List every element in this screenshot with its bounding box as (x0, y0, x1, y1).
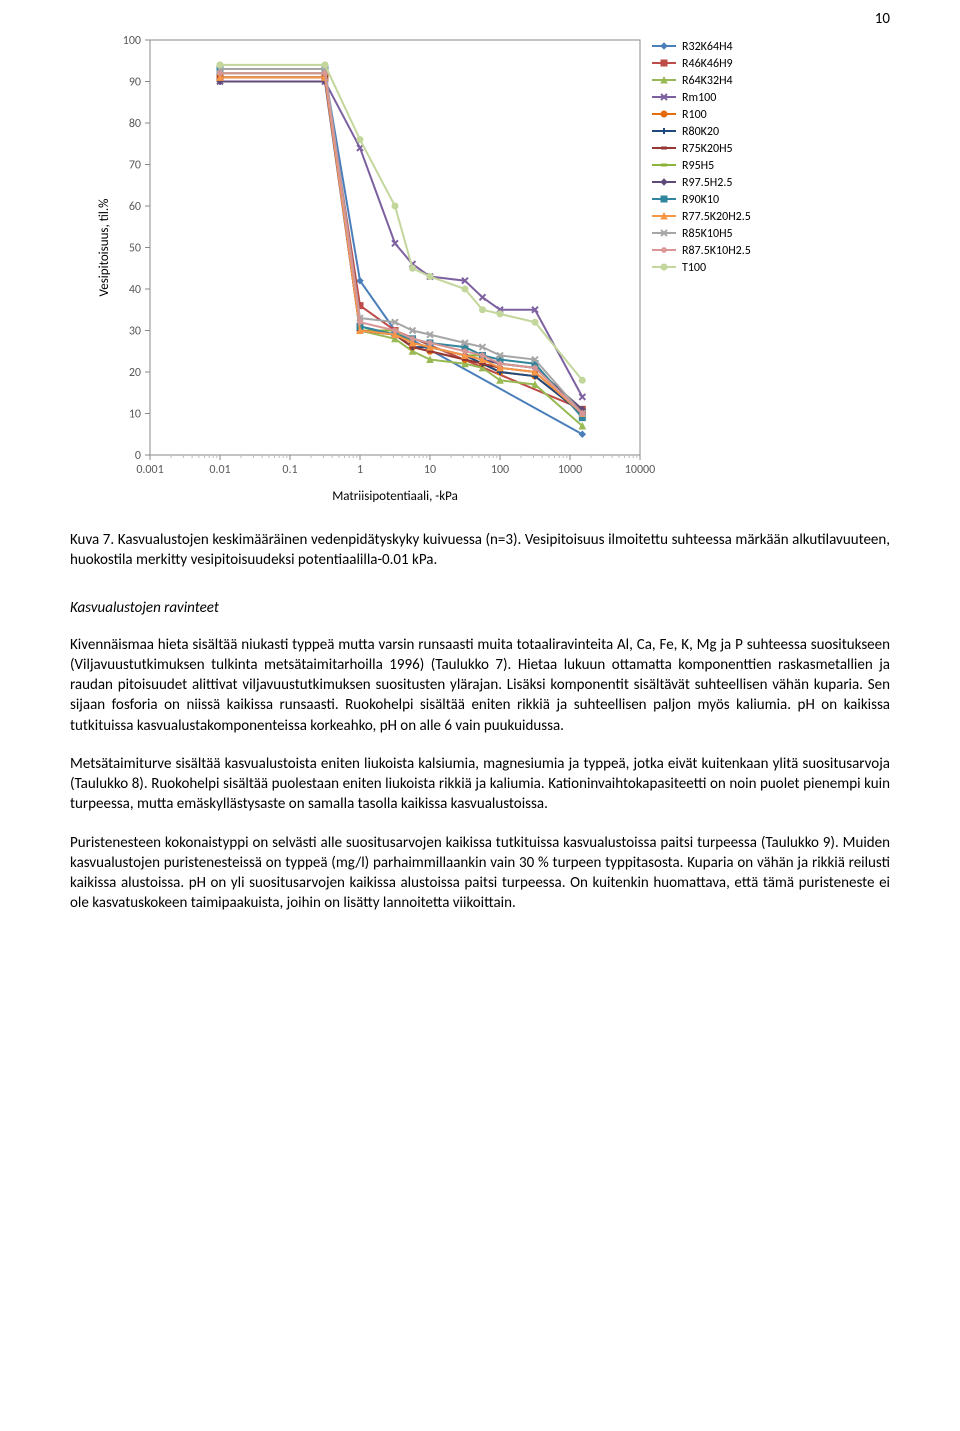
caption-label: Kuva 7. (70, 531, 114, 549)
svg-text:T100: T100 (682, 261, 706, 275)
paragraph-2: Metsätaimiturve sisältää kasvualustoista… (70, 754, 890, 815)
svg-text:1000: 1000 (558, 463, 582, 477)
svg-text:0: 0 (135, 449, 141, 463)
svg-text:Vesipitoisuus, til.%: Vesipitoisuus, til.% (97, 199, 112, 297)
paragraph-1: Kivennäismaa hieta sisältää niukasti typ… (70, 635, 890, 736)
chart-container: 0 10 20 30 40 50 60 70 80 90 100 0.001 0.01 0.1 1 10 100… (90, 30, 810, 510)
svg-text:R75K20H5: R75K20H5 (682, 142, 733, 156)
svg-text:10: 10 (129, 408, 141, 422)
svg-text:R97.5H2.5: R97.5H2.5 (682, 176, 732, 190)
svg-text:10: 10 (424, 463, 436, 477)
svg-text:1: 1 (357, 463, 363, 477)
svg-text:0.001: 0.001 (136, 463, 163, 477)
svg-text:100: 100 (123, 34, 141, 48)
svg-text:70: 70 (129, 159, 141, 173)
svg-text:Matriisipotentiaali, -kPa: Matriisipotentiaali, -kPa (332, 489, 458, 504)
svg-text:30: 30 (129, 325, 141, 339)
svg-text:R100: R100 (682, 108, 707, 122)
svg-text:80: 80 (129, 117, 141, 131)
svg-text:0.01: 0.01 (209, 463, 230, 477)
svg-text:R32K64H4: R32K64H4 (682, 40, 733, 54)
page-number: 10 (875, 10, 890, 28)
paragraph-3: Puristenesteen kokonaistyppi on selvästi… (70, 833, 890, 914)
svg-text:40: 40 (129, 283, 141, 297)
caption-text: Kasvualustojen keskimääräinen vedenpidät… (70, 531, 890, 569)
svg-text:R46K46H9: R46K46H9 (682, 57, 733, 71)
svg-text:Rm100: Rm100 (682, 91, 716, 105)
svg-text:R95H5: R95H5 (682, 159, 714, 173)
figure-caption: Kuva 7. Kasvualustojen keskimääräinen ve… (70, 530, 890, 571)
svg-text:10000: 10000 (625, 463, 655, 477)
svg-text:50: 50 (129, 242, 141, 256)
svg-text:100: 100 (491, 463, 509, 477)
svg-text:R87.5K10H2.5: R87.5K10H2.5 (682, 244, 751, 258)
svg-text:60: 60 (129, 200, 141, 214)
svg-text:R80K20: R80K20 (682, 125, 719, 139)
svg-text:20: 20 (129, 366, 141, 380)
svg-text:90: 90 (129, 76, 141, 90)
chart-svg: 0 10 20 30 40 50 60 70 80 90 100 0.001 0.01 0.1 1 10 100… (90, 30, 810, 510)
svg-text:R85K10H5: R85K10H5 (682, 227, 733, 241)
svg-text:0.1: 0.1 (282, 463, 297, 477)
section-heading: Kasvualustojen ravinteet (70, 599, 890, 617)
svg-text:R77.5K20H2.5: R77.5K20H2.5 (682, 210, 751, 224)
svg-text:R64K32H4: R64K32H4 (682, 74, 733, 88)
svg-text:R90K10: R90K10 (682, 193, 719, 207)
